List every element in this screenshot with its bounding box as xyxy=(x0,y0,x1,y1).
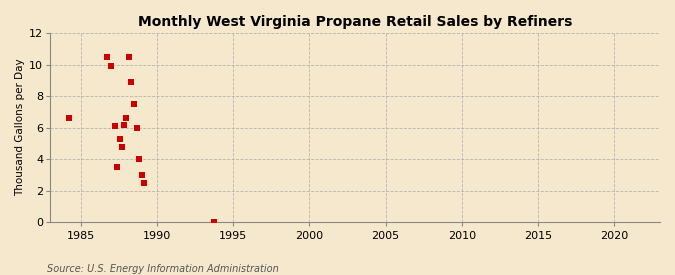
Point xyxy=(129,102,140,106)
Point xyxy=(121,116,132,120)
Point xyxy=(119,122,130,127)
Point xyxy=(126,80,136,84)
Point xyxy=(109,124,120,128)
Point xyxy=(102,54,113,59)
Title: Monthly West Virginia Propane Retail Sales by Refiners: Monthly West Virginia Propane Retail Sal… xyxy=(138,15,572,29)
Point xyxy=(106,64,117,68)
Text: Source: U.S. Energy Information Administration: Source: U.S. Energy Information Administ… xyxy=(47,264,279,274)
Y-axis label: Thousand Gallons per Day: Thousand Gallons per Day xyxy=(15,59,25,197)
Point xyxy=(63,116,74,120)
Point xyxy=(132,125,142,130)
Point xyxy=(124,54,134,59)
Point xyxy=(114,136,125,141)
Point xyxy=(117,144,128,149)
Point xyxy=(136,173,147,177)
Point xyxy=(138,181,149,185)
Point xyxy=(134,157,145,161)
Point xyxy=(112,165,123,169)
Point xyxy=(209,219,219,224)
